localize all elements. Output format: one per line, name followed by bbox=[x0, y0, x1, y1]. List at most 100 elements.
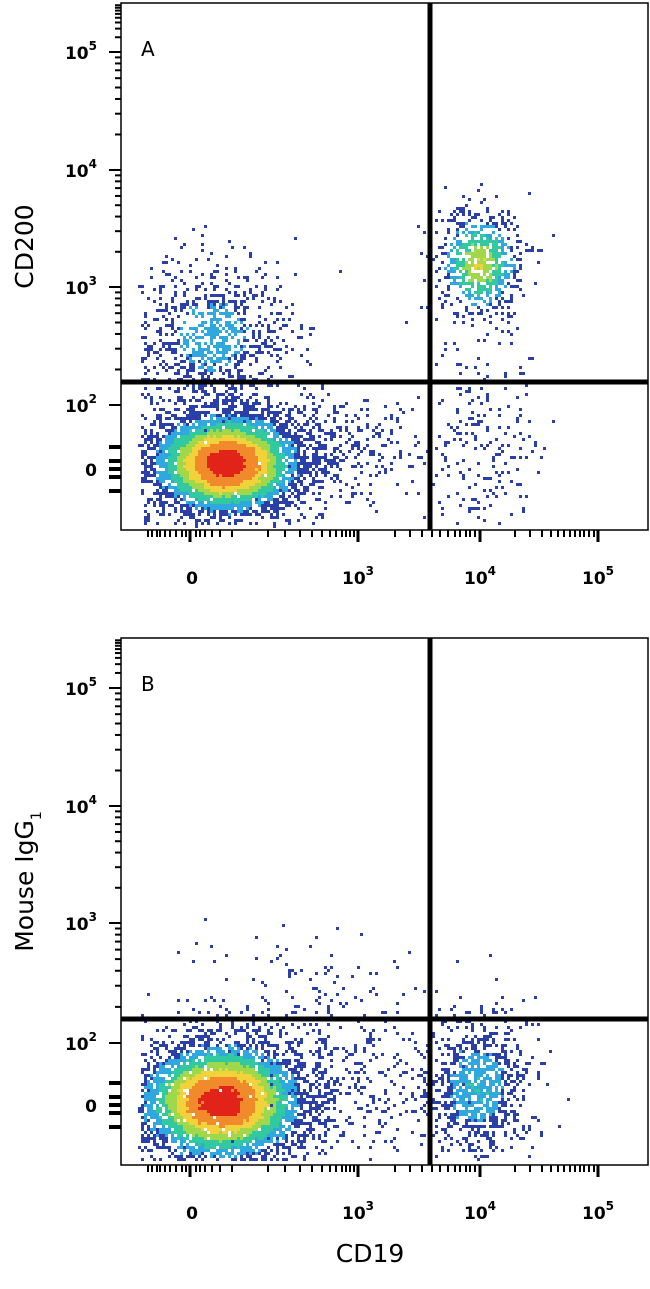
event-dot bbox=[246, 1122, 249, 1125]
event-dot bbox=[483, 414, 486, 417]
event-dot bbox=[234, 495, 237, 498]
event-dot bbox=[195, 1092, 198, 1095]
event-dot bbox=[294, 1101, 297, 1104]
event-dot bbox=[159, 1122, 162, 1125]
event-dot bbox=[486, 426, 489, 429]
event-dot bbox=[261, 456, 264, 459]
event-dot bbox=[216, 471, 219, 474]
event-dot bbox=[291, 447, 294, 450]
event-dot bbox=[141, 1128, 144, 1131]
event-dot bbox=[465, 306, 468, 309]
event-dot bbox=[435, 219, 438, 222]
event-dot bbox=[246, 432, 249, 435]
event-dot bbox=[249, 444, 252, 447]
event-dot bbox=[243, 1110, 246, 1113]
event-dot bbox=[222, 312, 225, 315]
event-dot bbox=[186, 408, 189, 411]
event-dot bbox=[276, 459, 279, 462]
event-dot bbox=[153, 1143, 156, 1146]
event-dot bbox=[216, 1029, 219, 1032]
event-dot bbox=[174, 444, 177, 447]
event-dot bbox=[264, 1098, 267, 1101]
event-dot bbox=[225, 399, 228, 402]
event-dot bbox=[198, 429, 201, 432]
event-dot bbox=[282, 1107, 285, 1110]
event-dot bbox=[273, 1071, 276, 1074]
event-dot bbox=[192, 1146, 195, 1149]
event-dot bbox=[234, 1119, 237, 1122]
event-dot bbox=[210, 453, 213, 456]
event-dot bbox=[468, 387, 471, 390]
event-dot bbox=[231, 405, 234, 408]
event-dot bbox=[489, 273, 492, 276]
event-dot bbox=[216, 1077, 219, 1080]
event-dot bbox=[279, 366, 282, 369]
event-dot bbox=[252, 474, 255, 477]
event-dot bbox=[297, 1026, 300, 1029]
event-dot bbox=[222, 441, 225, 444]
event-dot bbox=[237, 429, 240, 432]
event-dot bbox=[192, 396, 195, 399]
event-dot bbox=[207, 1146, 210, 1149]
event-dot bbox=[180, 1083, 183, 1086]
event-dot bbox=[270, 447, 273, 450]
event-dot bbox=[216, 483, 219, 486]
event-dot bbox=[261, 1122, 264, 1125]
event-dot bbox=[192, 1104, 195, 1107]
event-dot bbox=[315, 453, 318, 456]
event-dot bbox=[210, 471, 213, 474]
event-dot bbox=[483, 255, 486, 258]
event-dot bbox=[147, 1137, 150, 1140]
event-dot bbox=[237, 360, 240, 363]
event-dot bbox=[243, 1053, 246, 1056]
event-dot bbox=[288, 465, 291, 468]
event-dot bbox=[219, 1074, 222, 1077]
event-dot bbox=[519, 240, 522, 243]
event-dot bbox=[318, 1083, 321, 1086]
event-dot bbox=[252, 465, 255, 468]
event-dot bbox=[228, 1053, 231, 1056]
event-dot bbox=[147, 1128, 150, 1131]
event-dot bbox=[324, 459, 327, 462]
event-dot bbox=[240, 474, 243, 477]
event-dot bbox=[228, 1137, 231, 1140]
event-dot bbox=[192, 1038, 195, 1041]
event-dot bbox=[483, 477, 486, 480]
event-dot bbox=[252, 354, 255, 357]
event-dot bbox=[180, 438, 183, 441]
event-dot bbox=[159, 1158, 162, 1161]
event-dot bbox=[243, 246, 246, 249]
event-dot bbox=[228, 438, 231, 441]
event-dot bbox=[309, 1107, 312, 1110]
event-dot bbox=[171, 435, 174, 438]
event-dot bbox=[390, 462, 393, 465]
event-dot bbox=[210, 1107, 213, 1110]
event-dot bbox=[264, 450, 267, 453]
event-dot bbox=[282, 1071, 285, 1074]
event-dot bbox=[249, 1074, 252, 1077]
event-dot bbox=[156, 1041, 159, 1044]
event-dot bbox=[189, 1131, 192, 1134]
event-dot bbox=[303, 1089, 306, 1092]
event-dot bbox=[147, 465, 150, 468]
event-dot bbox=[237, 462, 240, 465]
event-dot bbox=[234, 438, 237, 441]
event-dot bbox=[195, 444, 198, 447]
event-dot bbox=[264, 339, 267, 342]
event-dot bbox=[459, 270, 462, 273]
event-dot bbox=[498, 453, 501, 456]
event-dot bbox=[264, 438, 267, 441]
event-dot bbox=[222, 999, 225, 1002]
event-dot bbox=[222, 495, 225, 498]
event-dot bbox=[198, 1092, 201, 1095]
event-dot bbox=[213, 1077, 216, 1080]
event-dot bbox=[438, 279, 441, 282]
event-dot bbox=[243, 1119, 246, 1122]
event-dot bbox=[195, 390, 198, 393]
event-dot bbox=[168, 447, 171, 450]
event-dot bbox=[501, 210, 504, 213]
event-dot bbox=[501, 237, 504, 240]
event-dot bbox=[258, 336, 261, 339]
event-dot bbox=[267, 414, 270, 417]
event-dot bbox=[192, 1092, 195, 1095]
